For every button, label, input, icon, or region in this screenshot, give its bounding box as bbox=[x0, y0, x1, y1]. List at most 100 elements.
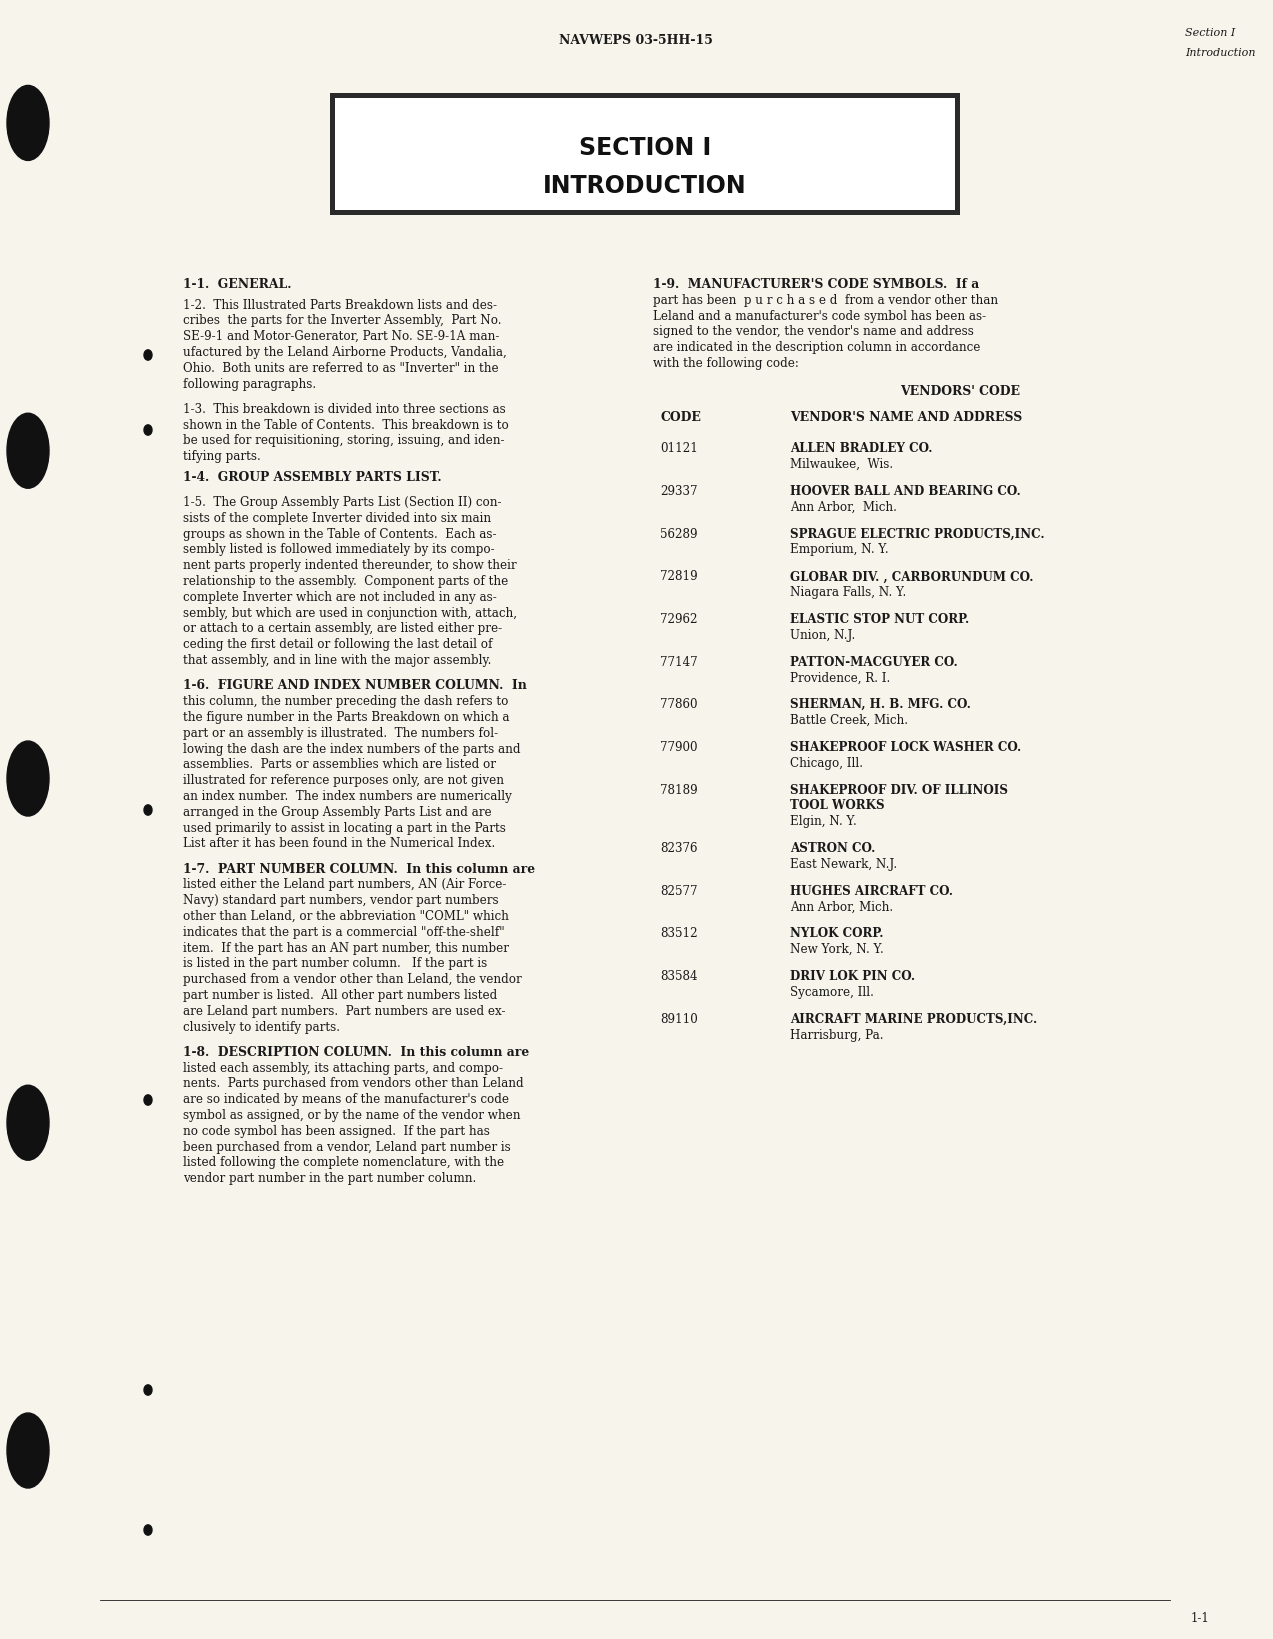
Text: NYLOK CORP.: NYLOK CORP. bbox=[791, 928, 883, 941]
Text: SHERMAN, H. B. MFG. CO.: SHERMAN, H. B. MFG. CO. bbox=[791, 698, 971, 711]
Text: groups as shown in the Table of Contents.  Each as-: groups as shown in the Table of Contents… bbox=[183, 528, 496, 541]
Text: 72819: 72819 bbox=[659, 570, 698, 583]
Circle shape bbox=[144, 1385, 151, 1395]
Text: arranged in the Group Assembly Parts List and are: arranged in the Group Assembly Parts Lis… bbox=[183, 806, 491, 820]
Text: Introduction: Introduction bbox=[1185, 48, 1255, 57]
Text: clusively to identify parts.: clusively to identify parts. bbox=[183, 1021, 340, 1034]
Text: sists of the complete Inverter divided into six main: sists of the complete Inverter divided i… bbox=[183, 511, 491, 524]
Text: 77860: 77860 bbox=[659, 698, 698, 711]
Text: 1-2.  This Illustrated Parts Breakdown lists and des-: 1-2. This Illustrated Parts Breakdown li… bbox=[183, 298, 496, 311]
Text: Elgin, N. Y.: Elgin, N. Y. bbox=[791, 815, 857, 828]
Text: ASTRON CO.: ASTRON CO. bbox=[791, 842, 876, 856]
Ellipse shape bbox=[6, 1085, 48, 1160]
Ellipse shape bbox=[6, 1413, 48, 1488]
Text: part or an assembly is illustrated.  The numbers fol-: part or an assembly is illustrated. The … bbox=[183, 726, 498, 739]
Text: Ann Arbor,  Mich.: Ann Arbor, Mich. bbox=[791, 502, 897, 513]
Text: PATTON-MACGUYER CO.: PATTON-MACGUYER CO. bbox=[791, 656, 957, 669]
Text: 1-8.  DESCRIPTION COLUMN.  In this column are: 1-8. DESCRIPTION COLUMN. In this column … bbox=[183, 1046, 530, 1059]
Text: Ann Arbor, Mich.: Ann Arbor, Mich. bbox=[791, 900, 894, 913]
Text: SE-9-1 and Motor-Generator, Part No. SE-9-1A man-: SE-9-1 and Motor-Generator, Part No. SE-… bbox=[183, 329, 499, 343]
Text: used primarily to assist in locating a part in the Parts: used primarily to assist in locating a p… bbox=[183, 821, 505, 834]
Text: VENDOR'S NAME AND ADDRESS: VENDOR'S NAME AND ADDRESS bbox=[791, 411, 1022, 425]
Text: item.  If the part has an AN part number, this number: item. If the part has an AN part number,… bbox=[183, 941, 509, 954]
Text: New York, N. Y.: New York, N. Y. bbox=[791, 942, 883, 956]
Text: East Newark, N.J.: East Newark, N.J. bbox=[791, 857, 897, 870]
Text: 1-5.  The Group Assembly Parts List (Section II) con-: 1-5. The Group Assembly Parts List (Sect… bbox=[183, 497, 502, 510]
Text: Providence, R. I.: Providence, R. I. bbox=[791, 672, 890, 685]
Ellipse shape bbox=[6, 741, 48, 816]
Text: Sycamore, Ill.: Sycamore, Ill. bbox=[791, 985, 873, 998]
Text: relationship to the assembly.  Component parts of the: relationship to the assembly. Component … bbox=[183, 575, 508, 588]
Text: complete Inverter which are not included in any as-: complete Inverter which are not included… bbox=[183, 590, 496, 603]
Text: 1-3.  This breakdown is divided into three sections as: 1-3. This breakdown is divided into thre… bbox=[183, 403, 505, 416]
Text: listed each assembly, its attaching parts, and compo-: listed each assembly, its attaching part… bbox=[183, 1062, 503, 1075]
Text: GLOBAR DIV. , CARBORUNDUM CO.: GLOBAR DIV. , CARBORUNDUM CO. bbox=[791, 570, 1034, 583]
Text: assemblies.  Parts or assemblies which are listed or: assemblies. Parts or assemblies which ar… bbox=[183, 759, 496, 772]
Text: Section I: Section I bbox=[1185, 28, 1235, 38]
Text: illustrated for reference purposes only, are not given: illustrated for reference purposes only,… bbox=[183, 774, 504, 787]
Text: ceding the first detail or following the last detail of: ceding the first detail or following the… bbox=[183, 638, 493, 651]
Text: 1-1: 1-1 bbox=[1190, 1611, 1209, 1624]
Text: 1-4.  GROUP ASSEMBLY PARTS LIST.: 1-4. GROUP ASSEMBLY PARTS LIST. bbox=[183, 470, 442, 484]
Text: 56289: 56289 bbox=[659, 528, 698, 541]
Text: 1-6.  FIGURE AND INDEX NUMBER COLUMN.  In: 1-6. FIGURE AND INDEX NUMBER COLUMN. In bbox=[183, 679, 527, 692]
Text: that assembly, and in line with the major assembly.: that assembly, and in line with the majo… bbox=[183, 654, 491, 667]
Text: listed following the complete nomenclature, with the: listed following the complete nomenclatu… bbox=[183, 1157, 504, 1170]
Text: nents.  Parts purchased from vendors other than Leland: nents. Parts purchased from vendors othe… bbox=[183, 1077, 523, 1090]
Text: purchased from a vendor other than Leland, the vendor: purchased from a vendor other than Lelan… bbox=[183, 974, 522, 987]
Circle shape bbox=[144, 349, 151, 361]
Circle shape bbox=[144, 1524, 151, 1536]
Circle shape bbox=[144, 425, 151, 434]
Text: 1-9.  MANUFACTURER'S CODE SYMBOLS.  If a: 1-9. MANUFACTURER'S CODE SYMBOLS. If a bbox=[653, 279, 979, 292]
Text: ufactured by the Leland Airborne Products, Vandalia,: ufactured by the Leland Airborne Product… bbox=[183, 346, 507, 359]
Text: are so indicated by means of the manufacturer's code: are so indicated by means of the manufac… bbox=[183, 1093, 509, 1106]
Text: 1-1.  GENERAL.: 1-1. GENERAL. bbox=[183, 279, 292, 292]
Text: vendor part number in the part number column.: vendor part number in the part number co… bbox=[183, 1172, 476, 1185]
Text: been purchased from a vendor, Leland part number is: been purchased from a vendor, Leland par… bbox=[183, 1141, 510, 1154]
Text: 89110: 89110 bbox=[659, 1013, 698, 1026]
Text: be used for requisitioning, storing, issuing, and iden-: be used for requisitioning, storing, iss… bbox=[183, 434, 504, 447]
Text: is listed in the part number column.   If the part is: is listed in the part number column. If … bbox=[183, 957, 488, 970]
Text: Ohio.  Both units are referred to as "Inverter" in the: Ohio. Both units are referred to as "Inv… bbox=[183, 362, 499, 375]
Text: cribes  the parts for the Inverter Assembly,  Part No.: cribes the parts for the Inverter Assemb… bbox=[183, 315, 502, 328]
Text: List after it has been found in the Numerical Index.: List after it has been found in the Nume… bbox=[183, 838, 495, 851]
Text: other than Leland, or the abbreviation "COML" which: other than Leland, or the abbreviation "… bbox=[183, 910, 509, 923]
Text: this column, the number preceding the dash refers to: this column, the number preceding the da… bbox=[183, 695, 508, 708]
Text: 83512: 83512 bbox=[659, 928, 698, 941]
Text: symbol as assigned, or by the name of the vendor when: symbol as assigned, or by the name of th… bbox=[183, 1110, 521, 1123]
Text: 83584: 83584 bbox=[659, 970, 698, 983]
Text: 78189: 78189 bbox=[659, 783, 698, 797]
Ellipse shape bbox=[6, 85, 48, 161]
Ellipse shape bbox=[6, 413, 48, 488]
Text: Emporium, N. Y.: Emporium, N. Y. bbox=[791, 544, 889, 556]
Text: no code symbol has been assigned.  If the part has: no code symbol has been assigned. If the… bbox=[183, 1124, 490, 1137]
Circle shape bbox=[144, 1095, 151, 1105]
Text: VENDORS' CODE: VENDORS' CODE bbox=[900, 385, 1020, 398]
Text: nent parts properly indented thereunder, to show their: nent parts properly indented thereunder,… bbox=[183, 559, 517, 572]
Text: Niagara Falls, N. Y.: Niagara Falls, N. Y. bbox=[791, 587, 906, 600]
Text: Battle Creek, Mich.: Battle Creek, Mich. bbox=[791, 715, 908, 728]
Text: 82376: 82376 bbox=[659, 842, 698, 856]
Text: ALLEN BRADLEY CO.: ALLEN BRADLEY CO. bbox=[791, 443, 933, 456]
Text: are Leland part numbers.  Part numbers are used ex-: are Leland part numbers. Part numbers ar… bbox=[183, 1005, 505, 1018]
Text: tifying parts.: tifying parts. bbox=[183, 451, 261, 464]
Text: 82577: 82577 bbox=[659, 885, 698, 898]
Text: ELASTIC STOP NUT CORP.: ELASTIC STOP NUT CORP. bbox=[791, 613, 969, 626]
Text: SHAKEPROOF DIV. OF ILLINOIS: SHAKEPROOF DIV. OF ILLINOIS bbox=[791, 783, 1008, 797]
Text: SECTION I: SECTION I bbox=[579, 136, 712, 161]
Text: are indicated in the description column in accordance: are indicated in the description column … bbox=[653, 341, 980, 354]
Text: the figure number in the Parts Breakdown on which a: the figure number in the Parts Breakdown… bbox=[183, 711, 509, 724]
Text: NAVWEPS 03-5HH-15: NAVWEPS 03-5HH-15 bbox=[559, 33, 713, 46]
Text: with the following code:: with the following code: bbox=[653, 357, 799, 370]
Text: listed either the Leland part numbers, AN (Air Force-: listed either the Leland part numbers, A… bbox=[183, 879, 507, 892]
Text: indicates that the part is a commercial "off-the-shelf": indicates that the part is a commercial … bbox=[183, 926, 504, 939]
Text: Navy) standard part numbers, vendor part numbers: Navy) standard part numbers, vendor part… bbox=[183, 895, 499, 908]
Text: 29337: 29337 bbox=[659, 485, 698, 498]
Text: sembly listed is followed immediately by its compo-: sembly listed is followed immediately by… bbox=[183, 544, 495, 556]
Text: part number is listed.  All other part numbers listed: part number is listed. All other part nu… bbox=[183, 988, 498, 1001]
Text: 77900: 77900 bbox=[659, 741, 698, 754]
Text: DRIV LOK PIN CO.: DRIV LOK PIN CO. bbox=[791, 970, 915, 983]
Text: 72962: 72962 bbox=[659, 613, 698, 626]
Text: Leland and a manufacturer's code symbol has been as-: Leland and a manufacturer's code symbol … bbox=[653, 310, 987, 323]
Text: lowing the dash are the index numbers of the parts and: lowing the dash are the index numbers of… bbox=[183, 742, 521, 756]
